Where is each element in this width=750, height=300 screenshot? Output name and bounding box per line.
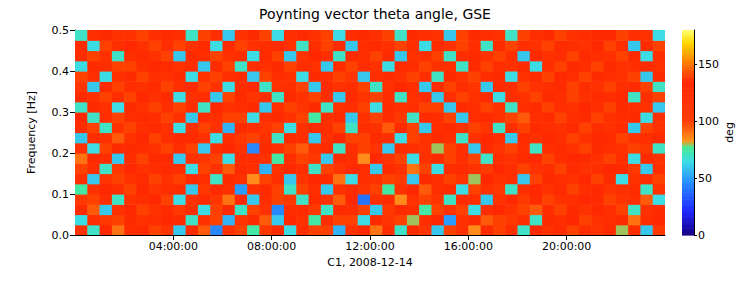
svg-text:16:00:00: 16:00:00: [444, 240, 493, 253]
svg-text:04:00:00: 04:00:00: [149, 240, 198, 253]
svg-text:0.4: 0.4: [52, 65, 70, 78]
svg-text:C1, 2008-12-14: C1, 2008-12-14: [327, 256, 413, 269]
svg-text:Poynting vector theta angle, G: Poynting vector theta angle, GSE: [259, 6, 491, 22]
svg-text:deg: deg: [723, 122, 736, 143]
svg-text:0.5: 0.5: [52, 24, 70, 37]
svg-text:0.2: 0.2: [52, 147, 70, 160]
svg-text:12:00:00: 12:00:00: [345, 240, 394, 253]
svg-text:20:00:00: 20:00:00: [542, 240, 591, 253]
svg-text:150: 150: [698, 58, 719, 71]
svg-text:0: 0: [698, 229, 705, 242]
svg-text:0.1: 0.1: [52, 188, 70, 201]
svg-text:100: 100: [698, 115, 719, 128]
svg-text:08:00:00: 08:00:00: [247, 240, 296, 253]
svg-text:0.0: 0.0: [52, 229, 70, 242]
svg-text:0.3: 0.3: [52, 106, 70, 119]
svg-text:50: 50: [698, 172, 712, 185]
svg-text:Frequency [Hz]: Frequency [Hz]: [25, 91, 38, 174]
